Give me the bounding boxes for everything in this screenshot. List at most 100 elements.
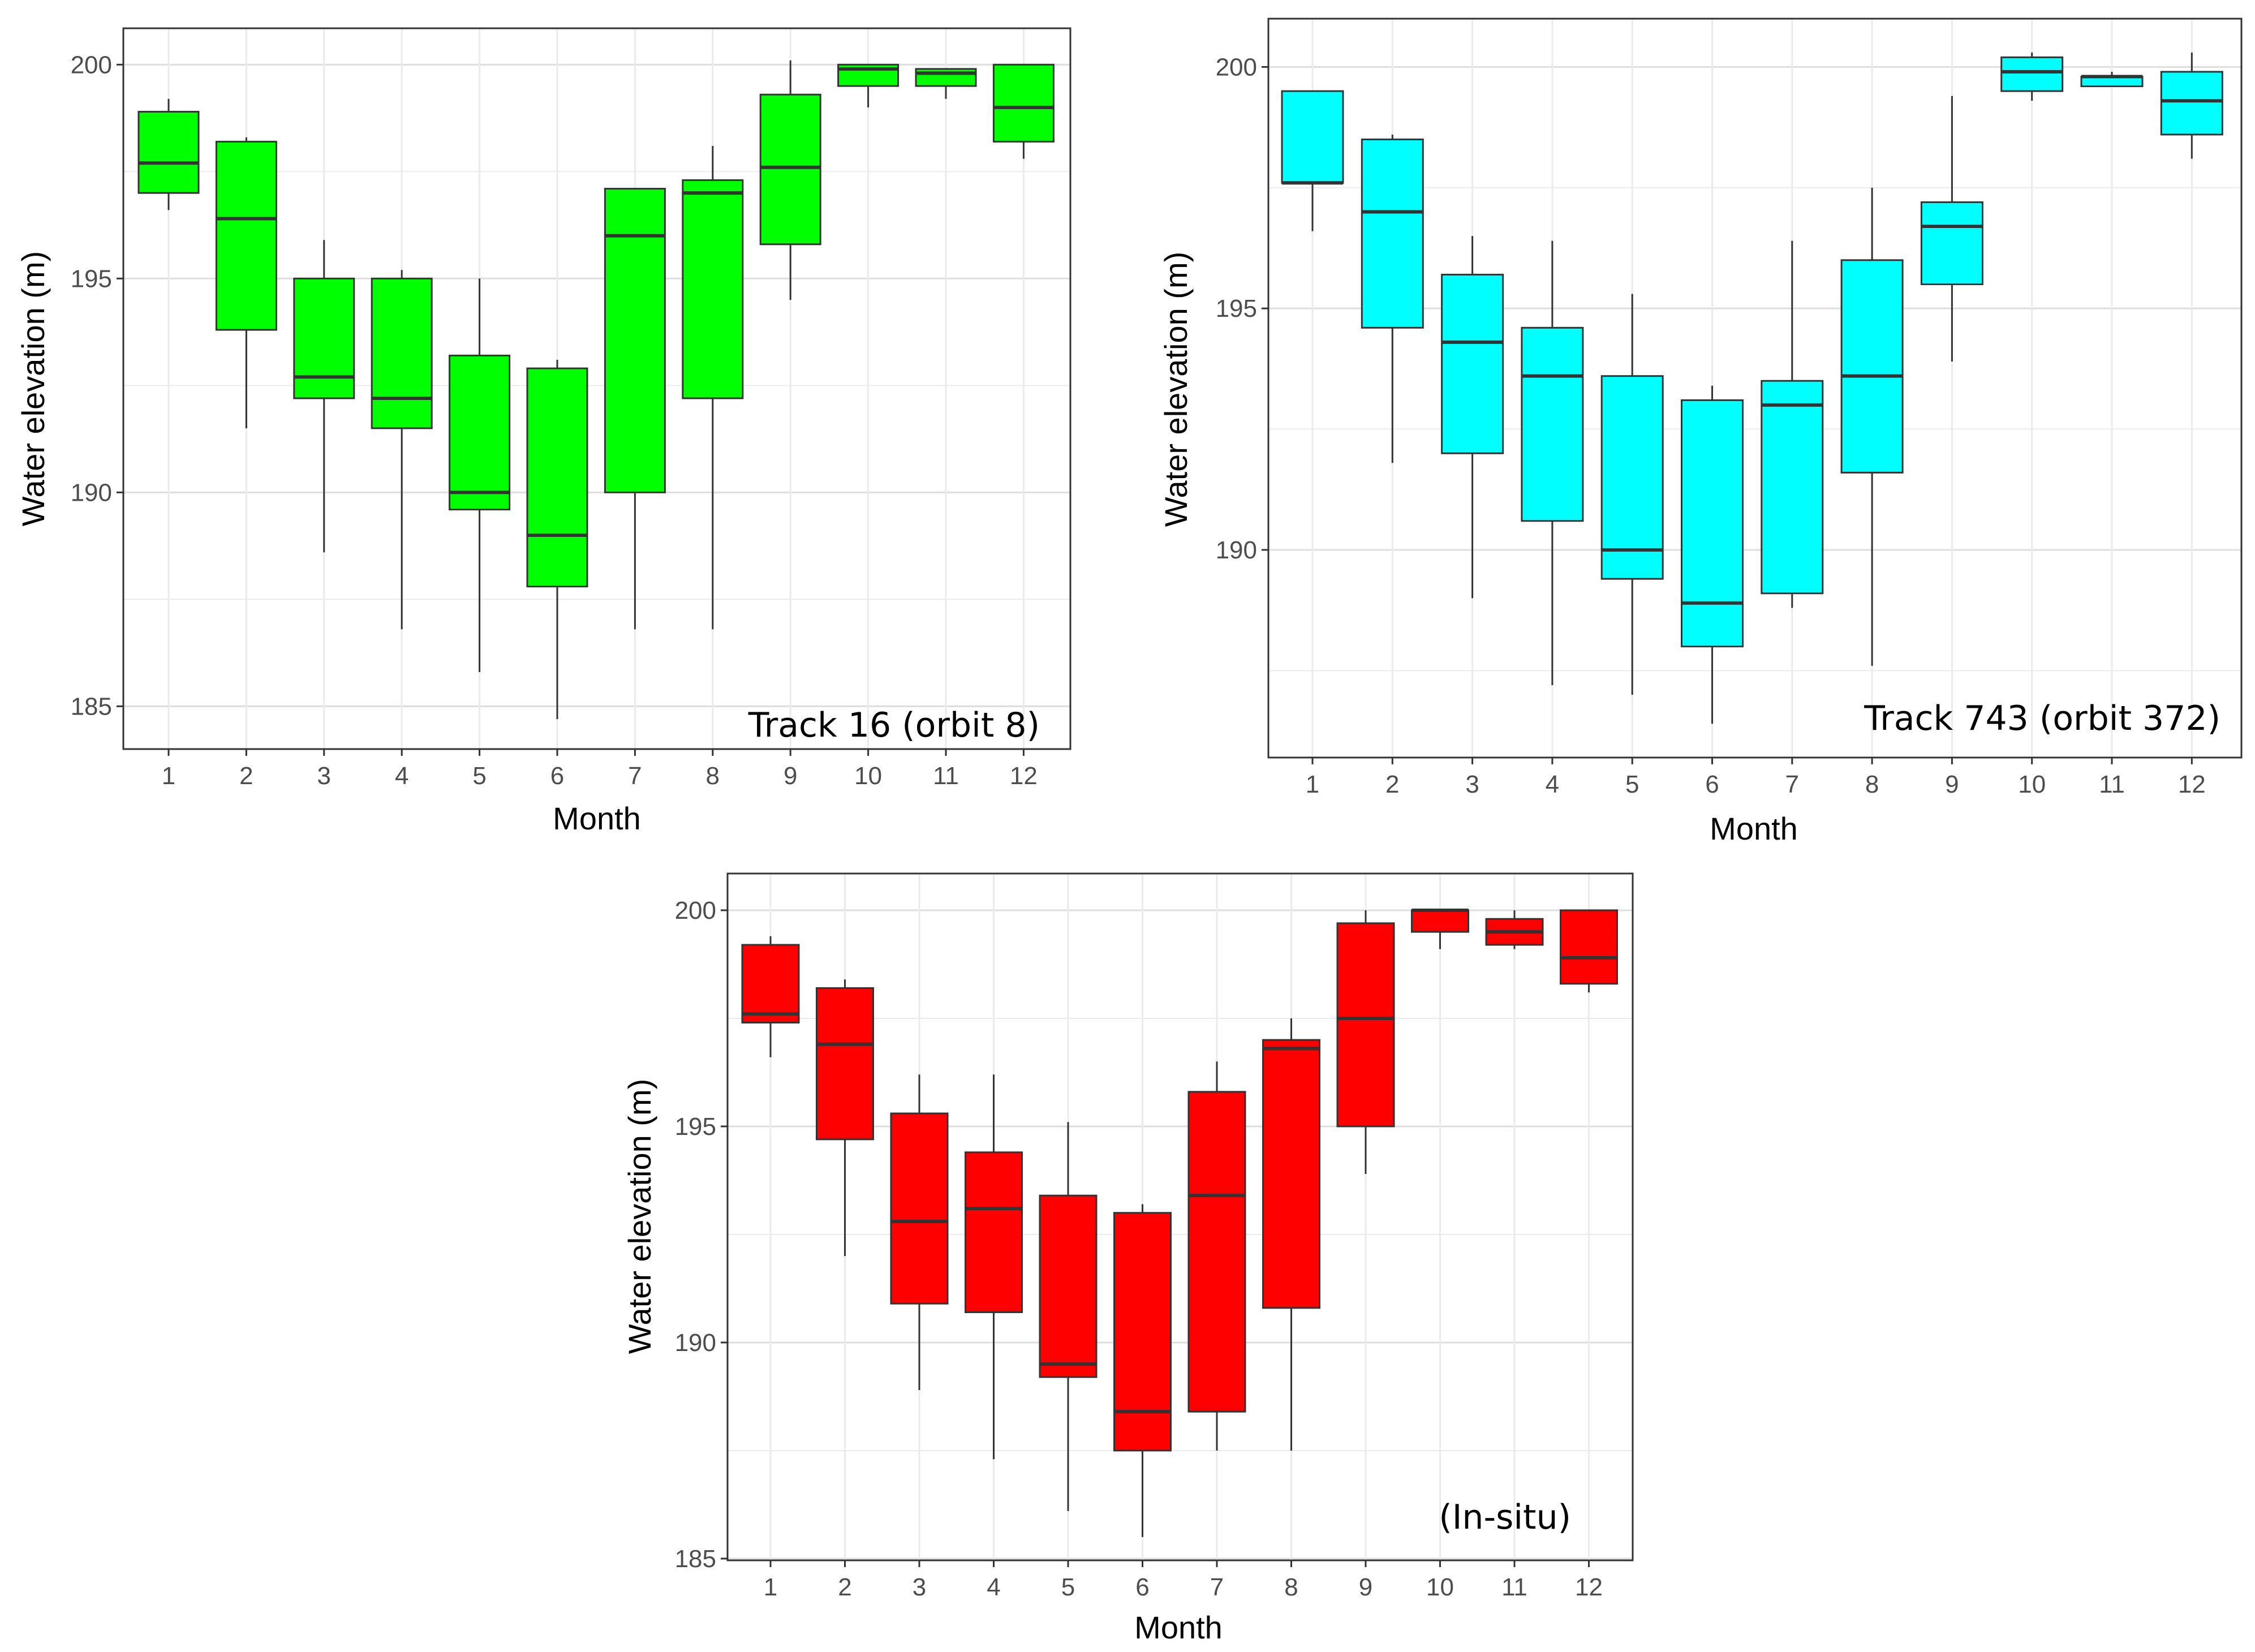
box-iqr	[1039, 1194, 1098, 1378]
x-tick-label: 3	[1465, 771, 1479, 798]
x-tick-label: 10	[1426, 1573, 1454, 1601]
y-tick-label: 190	[675, 1329, 716, 1357]
box-month-6	[1113, 1204, 1172, 1537]
box-month-12	[992, 63, 1055, 159]
box-month-1	[137, 98, 200, 210]
chart-insitu-y-axis-title: Water elevation (m)	[622, 1079, 657, 1354]
box-iqr	[1411, 909, 1469, 933]
box-month-6	[526, 359, 588, 720]
box-month-3	[890, 1074, 949, 1390]
box-month-5	[449, 278, 511, 672]
y-tick-label: 195	[1216, 295, 1257, 322]
chart-insitu-boxes	[741, 908, 1618, 1537]
box-month-1	[741, 936, 800, 1057]
box-iqr	[759, 93, 821, 246]
x-tick-label: 9	[1945, 771, 1959, 798]
x-tick-label: 6	[1135, 1573, 1149, 1601]
box-iqr	[137, 110, 200, 194]
box-month-4	[371, 270, 433, 630]
box-month-9	[759, 60, 821, 300]
x-tick-label: 4	[1546, 771, 1559, 798]
box-month-2	[1361, 134, 1424, 463]
x-tick-label: 8	[1865, 771, 1879, 798]
box-iqr	[992, 63, 1055, 143]
chart-track743-boxes	[1281, 52, 2223, 724]
chart-track743-y-axis-title: Water elevation (m)	[1158, 252, 1194, 527]
box-iqr	[1361, 138, 1424, 329]
box-iqr	[1187, 1091, 1246, 1413]
box-month-6	[1681, 385, 1744, 724]
x-tick-label: 7	[1210, 1573, 1224, 1601]
x-tick-label: 8	[706, 762, 720, 790]
box-month-7	[1187, 1061, 1246, 1451]
box-iqr	[215, 140, 277, 331]
x-tick-label: 5	[472, 762, 486, 790]
x-tick-label: 6	[1705, 771, 1719, 798]
chart-insitu-background	[728, 874, 1633, 1560]
x-tick-label: 5	[1625, 771, 1639, 798]
box-month-2	[215, 137, 277, 428]
x-tick-label: 9	[784, 762, 797, 790]
x-tick-label: 12	[1010, 762, 1038, 790]
chart-track16-panel-border	[122, 27, 1071, 750]
box-month-12	[2160, 52, 2223, 159]
box-month-1	[1281, 90, 1344, 231]
box-month-3	[1441, 236, 1504, 599]
y-tick-label: 195	[675, 1113, 716, 1141]
box-month-11	[1485, 910, 1544, 949]
box-iqr	[371, 277, 433, 429]
box-month-7	[1761, 240, 1824, 608]
x-tick-label: 2	[1385, 771, 1399, 798]
box-month-4	[1521, 240, 1584, 685]
box-iqr	[1113, 1212, 1172, 1452]
y-tick-label: 190	[71, 479, 112, 506]
box-month-11	[2080, 71, 2144, 88]
chart-insitu-x-axis-title: Month	[1134, 1610, 1223, 1645]
chart-track16-boxes	[137, 60, 1055, 720]
x-tick-label: 3	[913, 1573, 926, 1601]
box-month-11	[915, 68, 977, 99]
chart-track16-y-axis-title: Water elevation (m)	[15, 251, 51, 527]
box-iqr	[1560, 909, 1618, 985]
box-month-10	[837, 63, 900, 107]
x-tick-label: 3	[317, 762, 331, 790]
x-tick-label: 2	[838, 1573, 851, 1601]
box-month-5	[1039, 1122, 1098, 1511]
box-month-3	[293, 240, 355, 553]
box-month-7	[604, 188, 666, 630]
chart-track743-x-axis-title: Month	[1710, 811, 1798, 846]
box-iqr	[1600, 375, 1664, 580]
box-month-5	[1600, 294, 1664, 695]
box-iqr	[526, 367, 588, 588]
x-tick-label: 10	[2018, 771, 2046, 798]
chart-track743-background	[1268, 19, 2241, 758]
x-tick-label: 7	[628, 762, 642, 790]
x-tick-label: 1	[764, 1573, 777, 1601]
chart-insitu-panel-border	[726, 872, 1634, 1561]
y-tick-label: 195	[71, 265, 112, 292]
box-iqr	[449, 354, 511, 511]
box-month-8	[1262, 1018, 1320, 1451]
x-tick-label: 2	[239, 762, 253, 790]
box-iqr	[1920, 201, 1983, 285]
chart-track16-annotation: Track 16 (orbit 8)	[748, 705, 1040, 745]
box-iqr	[2160, 71, 2223, 136]
box-month-2	[816, 979, 874, 1257]
x-tick-label: 10	[854, 762, 882, 790]
box-month-12	[1560, 909, 1618, 993]
box-month-10	[2000, 52, 2064, 101]
y-tick-label: 190	[1216, 536, 1257, 564]
chart-track16-background	[123, 28, 1070, 749]
x-tick-label: 8	[1284, 1573, 1298, 1601]
x-tick-label: 7	[1785, 771, 1799, 798]
x-tick-label: 11	[2099, 771, 2125, 798]
box-month-8	[1840, 187, 1904, 666]
x-tick-label: 4	[395, 762, 408, 790]
box-iqr	[1761, 380, 1824, 595]
